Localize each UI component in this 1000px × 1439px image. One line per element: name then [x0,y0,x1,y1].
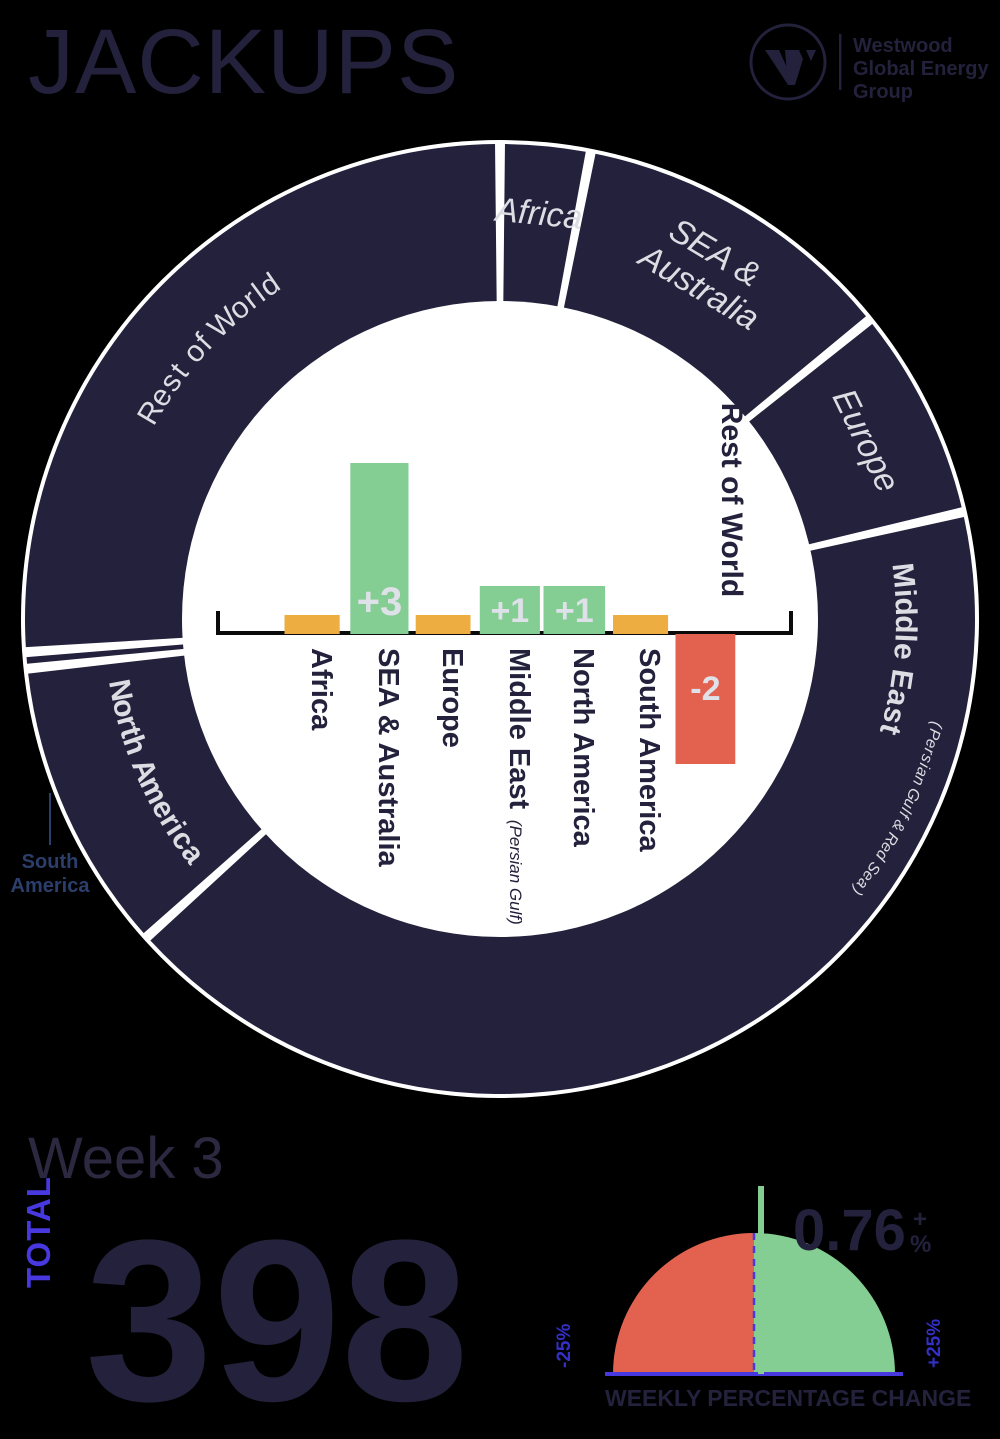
svg-text:Week 3: Week 3 [28,1126,224,1191]
svg-text:WEEKLY PERCENTAGE CHANGE: WEEKLY PERCENTAGE CHANGE [605,1385,971,1411]
svg-text:%: % [910,1231,931,1258]
svg-text:398: 398 [85,1192,469,1439]
svg-text:+: + [913,1206,927,1233]
svg-text:-25%: -25% [554,1324,575,1368]
svg-text:TOTAL: TOTAL [20,1176,57,1288]
svg-text:0.76: 0.76 [793,1198,906,1263]
svg-text:+25%: +25% [924,1319,945,1368]
